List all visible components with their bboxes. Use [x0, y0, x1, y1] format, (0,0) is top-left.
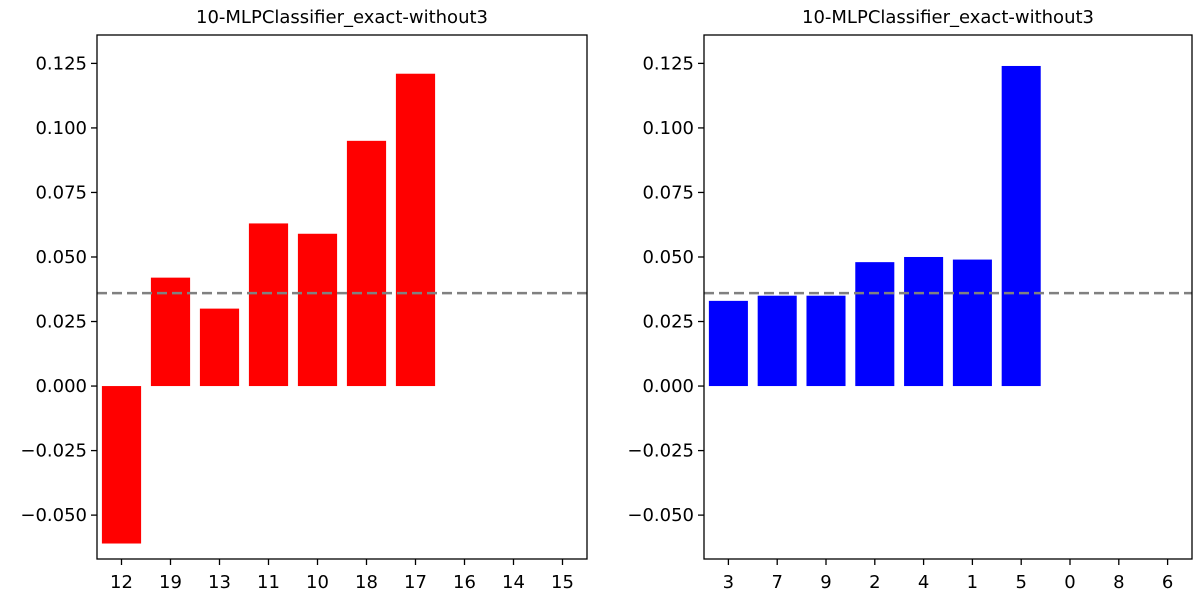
x-tick-label: 13 — [208, 572, 231, 593]
y-tick-label: 0.025 — [642, 312, 694, 333]
x-tick-label: 14 — [502, 572, 525, 593]
x-tick-label: 7 — [771, 572, 782, 593]
x-tick-label: 4 — [918, 572, 929, 593]
y-tick-label: −0.025 — [20, 441, 87, 462]
axes-frame — [96, 34, 588, 560]
bar-17 — [395, 73, 436, 387]
x-tick-label: 2 — [869, 572, 880, 593]
y-tick-label: 0.050 — [35, 247, 87, 268]
bar-12 — [101, 386, 142, 544]
y-tick-label: 0.000 — [642, 376, 694, 397]
chart-title: 10-MLPClassifier_exact-without3 — [802, 7, 1094, 28]
x-tick-label: 6 — [1162, 572, 1173, 593]
y-tick-label: 0.100 — [642, 118, 694, 139]
y-tick-label: 0.050 — [642, 247, 694, 268]
y-tick-label: 0.075 — [35, 182, 87, 203]
y-tick-label: 0.100 — [35, 118, 87, 139]
y-tick-label: 0.125 — [642, 53, 694, 74]
bar-2 — [855, 262, 895, 387]
y-tick-label: 0.025 — [35, 312, 87, 333]
x-tick-label: 0 — [1064, 572, 1075, 593]
bar-18 — [346, 140, 387, 387]
x-tick-label: 3 — [723, 572, 734, 593]
bar-3 — [708, 300, 748, 387]
x-tick-label: 10 — [306, 572, 329, 593]
left-bar-chart: 10-MLPClassifier_exact-without3 −0.050 −0.… — [20, 7, 588, 593]
x-tick-label: 19 — [159, 572, 182, 593]
x-tick-label: 18 — [355, 572, 378, 593]
bar-13 — [199, 308, 240, 387]
y-tick-label: −0.050 — [20, 505, 87, 526]
x-tick-label: 17 — [404, 572, 427, 593]
x-tick-label: 11 — [257, 572, 280, 593]
bar-10 — [297, 233, 338, 387]
y-tick-label: 0.000 — [35, 376, 87, 397]
bar-9 — [806, 295, 846, 387]
y-tick-label: −0.050 — [627, 505, 694, 526]
axes-frame — [703, 34, 1193, 560]
x-tick-label: 15 — [551, 572, 574, 593]
bar-5 — [1001, 65, 1041, 387]
bar-7 — [757, 295, 797, 387]
bar-19 — [150, 277, 191, 387]
x-tick-label: 9 — [820, 572, 831, 593]
chart-title: 10-MLPClassifier_exact-without3 — [196, 7, 488, 28]
y-tick-label: 0.075 — [642, 182, 694, 203]
right-bar-chart: 10-MLPClassifier_exact-without3 −0.050 −0.… — [627, 7, 1193, 593]
bar-4 — [904, 256, 944, 387]
x-tick-label: 5 — [1015, 572, 1026, 593]
x-tick-label: 12 — [110, 572, 133, 593]
bar-11 — [248, 223, 289, 387]
x-tick-label: 1 — [967, 572, 978, 593]
y-tick-label: 0.125 — [35, 53, 87, 74]
y-tick-label: −0.025 — [627, 441, 694, 462]
x-tick-label: 8 — [1113, 572, 1124, 593]
x-tick-label: 16 — [453, 572, 476, 593]
bar-1 — [952, 259, 992, 387]
